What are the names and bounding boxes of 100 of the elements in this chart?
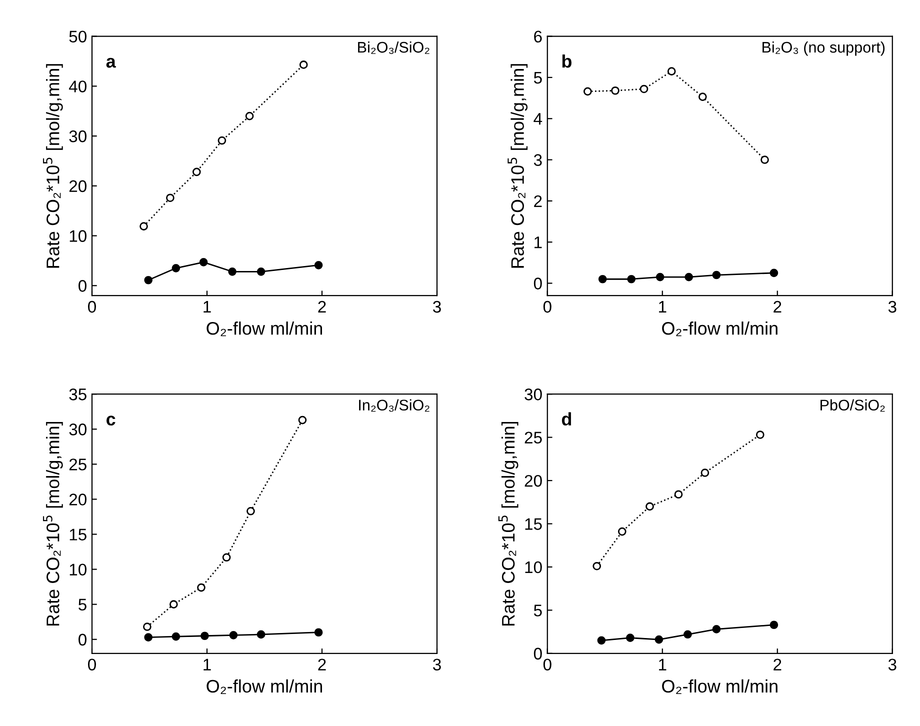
y-tick-label: 3 — [534, 154, 542, 166]
point — [674, 490, 683, 499]
y-tick-label: 30 — [69, 130, 86, 142]
x-tick-label: 0 — [543, 658, 552, 671]
x-tick-label: 1 — [204, 658, 211, 670]
y-tick-label: 40 — [68, 80, 86, 92]
y-tick-label: 50 — [69, 30, 86, 43]
point — [144, 633, 153, 642]
y-tick-label: 15 — [525, 518, 542, 530]
x-tick-label: 2 — [774, 300, 782, 313]
point — [770, 268, 778, 278]
x-tick-label: 1 — [659, 301, 666, 313]
text: c — [106, 416, 116, 426]
x-axis-title: O₂-flow ml/min — [206, 679, 322, 694]
y-tick-label: 2 — [534, 195, 542, 207]
y-tick-label: 1 — [534, 236, 542, 248]
y-tick-label: 10 — [525, 561, 542, 574]
point — [192, 168, 201, 176]
chart-subtitle: PbO/SiO₂ — [820, 399, 885, 412]
x-tick-label: 0 — [543, 300, 552, 313]
text: b — [562, 54, 572, 68]
x-tick-label: 2 — [318, 300, 326, 313]
x-tick-label: 3 — [888, 658, 896, 671]
x-tick-label: 2 — [318, 658, 326, 670]
point — [770, 620, 778, 630]
y-axis-title: Rate CO₂*10$^{5}$ [mol/g,min] — [508, 64, 528, 268]
x-tick-label: 3 — [888, 300, 896, 313]
point — [144, 276, 153, 284]
point — [314, 628, 323, 637]
point — [299, 60, 308, 69]
point — [229, 631, 238, 640]
y-tick-label: 4 — [534, 113, 542, 125]
point — [712, 625, 721, 634]
y-tick-label: 35 — [69, 388, 86, 400]
point — [166, 194, 174, 202]
point — [246, 506, 255, 516]
x-axis-title: O₂-flow ml/min — [662, 679, 778, 694]
point — [298, 416, 307, 424]
y-tick-label: 15 — [70, 528, 86, 540]
point — [684, 630, 692, 639]
point — [222, 553, 231, 562]
point — [199, 258, 208, 266]
y-tick-label: 5 — [78, 598, 86, 611]
point — [172, 632, 180, 641]
y-tick-label: 10 — [70, 230, 86, 242]
y-tick-label: 6 — [534, 30, 542, 43]
x-tick-label: 1 — [659, 658, 666, 670]
x-axis-title: O₂-flow ml/min — [662, 322, 778, 336]
point — [667, 67, 676, 76]
y-tick-label: 5 — [534, 72, 542, 84]
x-tick-label: 1 — [204, 301, 211, 313]
y-tick-label: 0 — [78, 634, 86, 646]
x-tick-label: 3 — [433, 658, 441, 671]
point — [143, 622, 152, 631]
point — [618, 527, 626, 536]
point — [256, 267, 266, 276]
point — [684, 272, 694, 282]
point — [140, 222, 148, 230]
point — [598, 274, 607, 284]
y-tick-label: 20 — [69, 180, 86, 192]
point — [698, 92, 707, 101]
text: d — [562, 412, 572, 426]
y-tick-label: 0 — [534, 278, 542, 290]
point — [228, 267, 236, 276]
y-tick-label: 20 — [69, 494, 86, 506]
point — [611, 86, 620, 95]
point — [172, 264, 180, 272]
y-tick-label: 25 — [69, 458, 86, 470]
point — [256, 630, 266, 639]
point — [756, 430, 764, 439]
x-tick-label: 3 — [433, 300, 441, 313]
y-tick-label: 0 — [78, 280, 86, 292]
point — [592, 562, 602, 570]
y-tick-label: 30 — [69, 424, 86, 436]
point — [597, 636, 606, 645]
y-tick-label: 0 — [534, 648, 542, 660]
chart-subtitle: In₂O₃/SiO₂ — [359, 399, 430, 412]
point — [646, 502, 654, 511]
text: a — [106, 58, 116, 68]
y-tick-label: 5 — [534, 604, 542, 616]
point — [218, 136, 226, 145]
point — [700, 468, 710, 477]
point — [626, 634, 634, 642]
point — [712, 270, 721, 280]
point — [169, 600, 178, 609]
point — [197, 583, 206, 592]
point — [640, 84, 648, 94]
y-tick-label: 30 — [524, 388, 542, 400]
point — [656, 272, 664, 282]
y-tick-label: 20 — [524, 474, 542, 487]
x-tick-label: 0 — [88, 658, 96, 671]
point — [627, 274, 636, 284]
point — [245, 112, 254, 120]
x-tick-label: 2 — [774, 658, 782, 670]
x-tick-label: 0 — [88, 300, 96, 313]
x-axis-title: O₂-flow ml/min — [206, 322, 322, 336]
y-axis-title: Rate CO₂*10$^{5}$ [mol/g,min] — [43, 422, 63, 626]
y-axis-title: Rate CO₂*10$^{5}$ [mol/g,min] — [43, 64, 63, 268]
y-axis-title: Rate CO₂*10$^{5}$ [mol/g,min] — [498, 422, 518, 626]
y-tick-label: 25 — [524, 432, 542, 444]
